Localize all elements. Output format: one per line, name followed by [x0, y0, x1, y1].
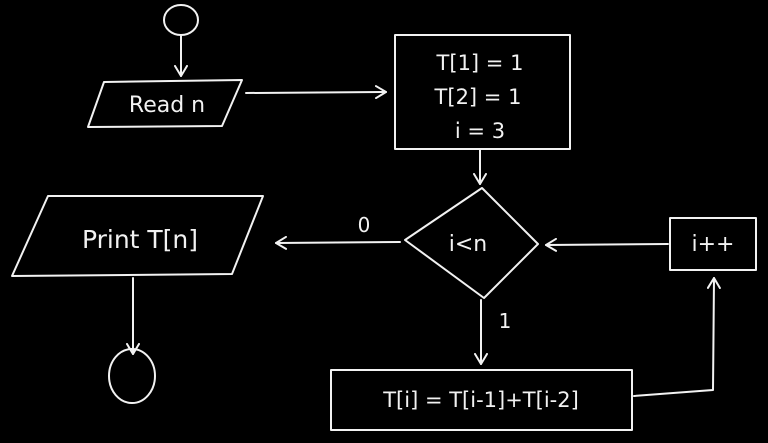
edge-compute-to-increment [633, 277, 721, 397]
increment-label: i++ [692, 232, 735, 257]
edge-increment-to-decision [545, 237, 669, 252]
init-line-1: T[1] = 1 [436, 51, 524, 75]
end-node [108, 348, 156, 404]
read-node: Read n [87, 79, 243, 128]
true-branch-label: 1 [499, 309, 512, 333]
print-node-label: Print T[n] [82, 225, 198, 254]
decision-label: i<n [449, 232, 488, 257]
edge-decision-to-print [275, 235, 401, 250]
increment-node: i++ [669, 217, 757, 271]
init-line-3: i = 3 [455, 119, 505, 143]
init-node: T[1] = 1 T[2] = 1 i = 3 [394, 34, 571, 150]
decision-node: i<n [404, 187, 539, 299]
init-line-2: T[2] = 1 [434, 85, 522, 109]
compute-label: T[i] = T[i-1]+T[i-2] [382, 388, 579, 412]
edge-read-to-init [245, 85, 387, 100]
compute-node: T[i] = T[i-1]+T[i-2] [330, 369, 633, 431]
read-node-label: Read n [129, 93, 205, 118]
print-node: Print T[n] [11, 195, 264, 277]
false-branch-label: 0 [358, 213, 371, 237]
start-node [163, 4, 199, 36]
